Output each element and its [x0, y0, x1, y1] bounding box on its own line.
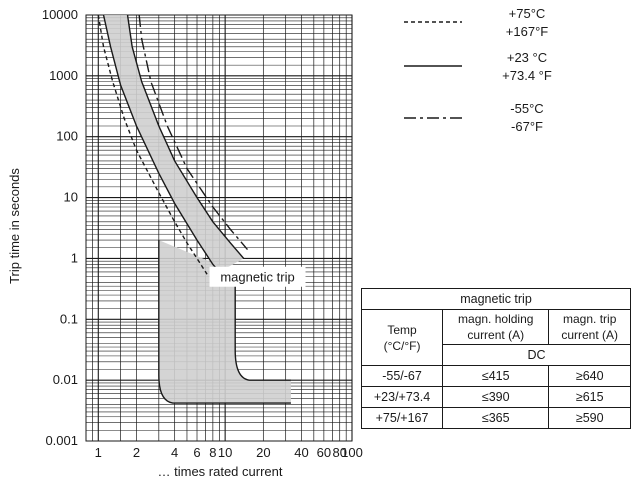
- chart-annotations: magnetic trip: [209, 266, 306, 287]
- header-temp-line1: Temp: [387, 322, 417, 337]
- legend-label: +23 °C: [507, 50, 547, 65]
- y-tick-label: 10: [64, 190, 78, 205]
- y-tick-label: 0.01: [53, 372, 78, 387]
- row-holding: ≤365: [442, 407, 550, 429]
- y-tick-label: 0.1: [60, 311, 78, 326]
- header-holding: magn. holding current (A): [442, 309, 550, 345]
- y-tick-label: 1000: [49, 68, 78, 83]
- annotation-background: [209, 266, 306, 287]
- magnetic-trip-table: magnetic trip Temp (°C/°F) magn. holding…: [360, 288, 631, 429]
- header-temp: Temp (°C/°F): [360, 309, 444, 366]
- x-tick-label: 6: [193, 445, 200, 460]
- chart-bands: [103, 15, 291, 404]
- row-holding: ≤390: [442, 386, 550, 408]
- y-tick-label: 1: [71, 250, 78, 265]
- legend-label: +75°C: [509, 6, 546, 21]
- row-temp: +75/+167: [360, 407, 444, 429]
- subheader-dc: DC: [442, 344, 631, 366]
- table-title: magnetic trip: [361, 288, 631, 310]
- row-trip: ≥640: [548, 365, 631, 387]
- header-holding-line2: current (A): [467, 328, 525, 342]
- table-row: +75/+167 ≤365 ≥590: [360, 407, 631, 429]
- y-tick-label: 0.001: [45, 433, 78, 448]
- x-tick-label: 10: [218, 445, 232, 460]
- row-temp: +23/+73.4: [360, 386, 444, 408]
- x-tick-label: 80: [332, 445, 346, 460]
- magnetic-band-upper-edge: [234, 271, 291, 381]
- annotation-magnetic-trip: magnetic trip: [220, 270, 294, 285]
- y-tick-label: 10000: [42, 7, 78, 22]
- table-row: -55/-67 ≤415 ≥640: [360, 365, 631, 387]
- x-tick-label: 8: [209, 445, 216, 460]
- x-tick-label: 1: [95, 445, 102, 460]
- chart-legend: +75°C +167°F +23 °C +73.4 °F -55°C -67°F: [404, 6, 552, 134]
- header-temp-line2: (°C/°F): [383, 338, 421, 353]
- header-trip: magn. trip current (A): [548, 309, 631, 345]
- trip-curve-solid: [102, 14, 220, 273]
- magnetic-trip-band: [158, 240, 291, 404]
- legend-label: +73.4 °F: [502, 68, 552, 83]
- header-trip-line2: current (A): [561, 328, 619, 342]
- header-holding-line1: magn. holding: [458, 312, 534, 326]
- x-tick-label: 20: [256, 445, 270, 460]
- legend-label: -55°C: [510, 101, 543, 116]
- row-trip: ≥615: [548, 386, 631, 408]
- x-tick-label: 40: [294, 445, 308, 460]
- x-tick-label: 60: [317, 445, 331, 460]
- magnetic-band-lower-edge: [158, 240, 291, 404]
- y-tick-label: 100: [56, 129, 78, 144]
- row-temp: -55/-67: [360, 365, 444, 387]
- x-axis-label: … times rated current: [158, 464, 283, 479]
- table-row: +23/+73.4 ≤390 ≥615: [360, 386, 631, 408]
- thermal-trip-band: [103, 15, 244, 272]
- x-tick-label: 4: [171, 445, 178, 460]
- chart-curves: [97, 14, 249, 275]
- x-tick-label: 2: [133, 445, 140, 460]
- header-trip-line1: magn. trip: [563, 312, 617, 326]
- x-tick-label: 100: [341, 445, 363, 460]
- legend-label: +167°F: [506, 24, 548, 39]
- trip-curve-solid: [126, 14, 245, 259]
- trip-curve-dotted: [97, 14, 208, 275]
- y-axis-label: Trip time in seconds: [7, 168, 22, 284]
- legend-label: -67°F: [511, 119, 543, 134]
- row-holding: ≤415: [442, 365, 550, 387]
- trip-curve-dashdot: [138, 14, 249, 250]
- row-trip: ≥590: [548, 407, 631, 429]
